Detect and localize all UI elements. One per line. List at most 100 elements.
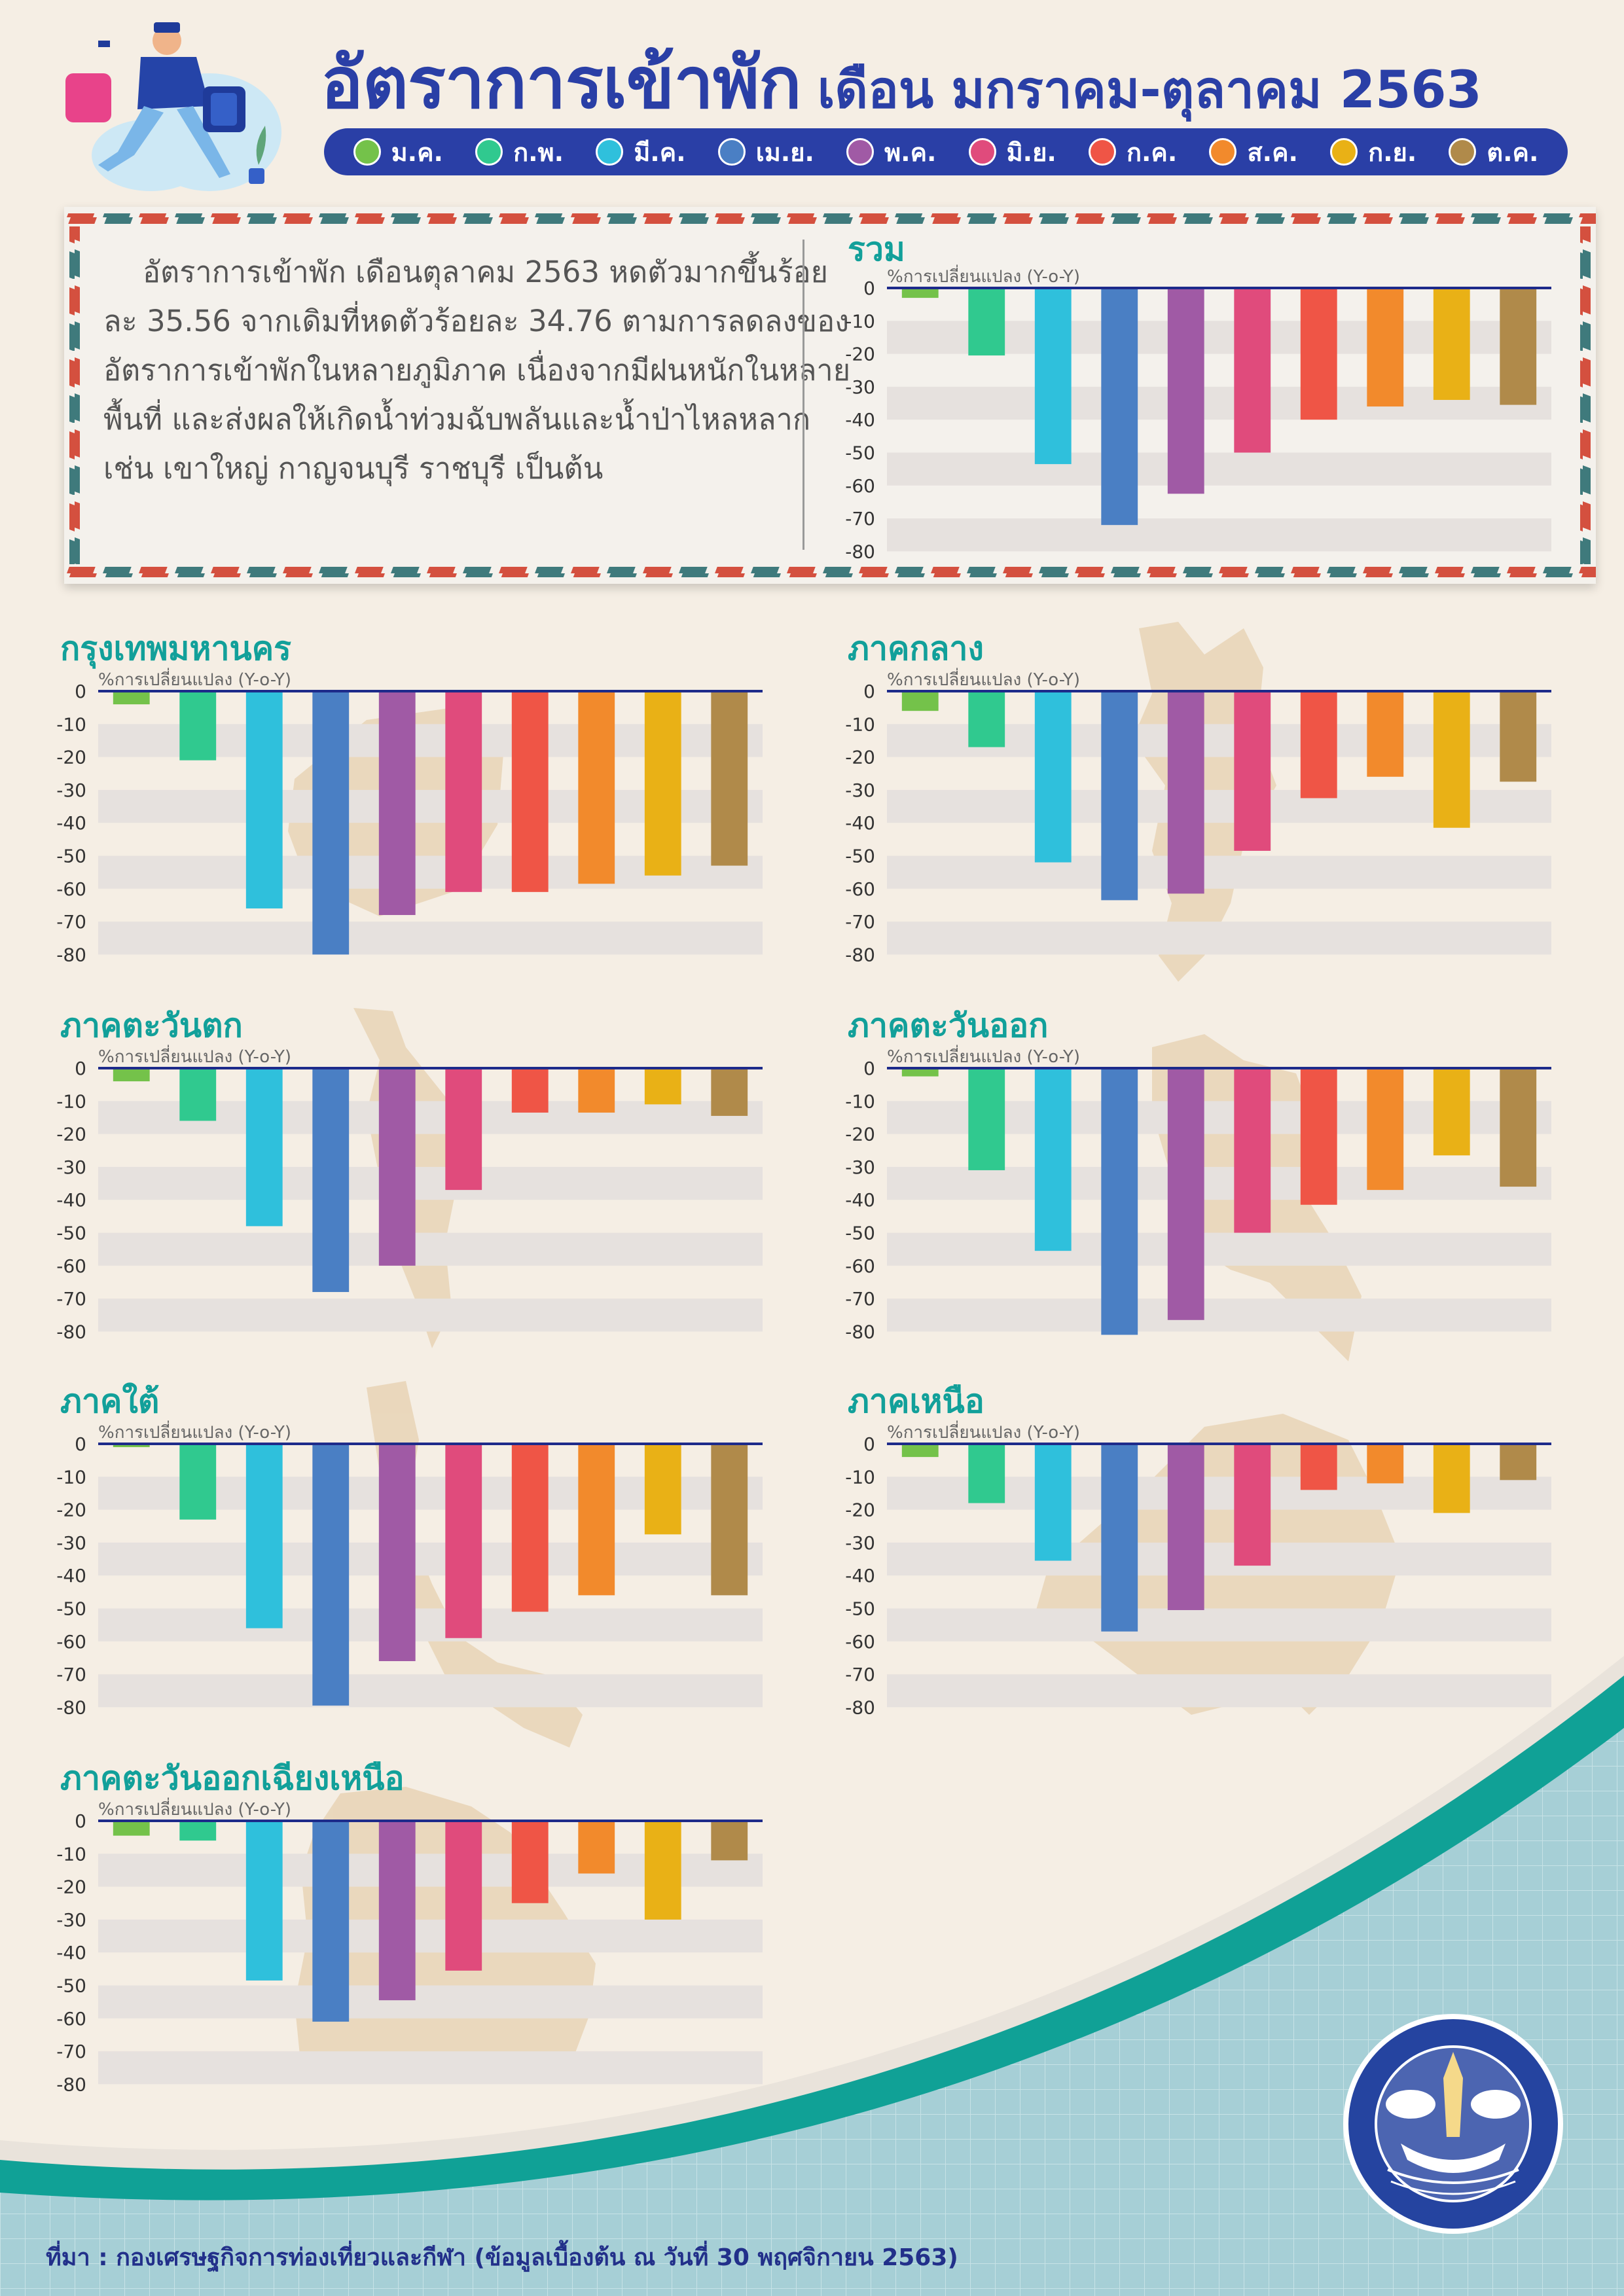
bar-east-0 <box>901 1068 939 1077</box>
grid-band <box>98 1542 763 1576</box>
y-tick-label: -20 <box>56 1499 86 1521</box>
bar-north-4 <box>1167 1444 1204 1611</box>
y-axis-label: %การเปลี่ยนแปลง (Y-o-Y) <box>98 1800 292 1820</box>
y-tick-label: -70 <box>56 1664 86 1685</box>
bar-chart-central: 0 -10 -20 -30 -40 -50 -60 -70 -80 <box>845 681 1551 965</box>
legend-item: มิ.ย. <box>968 132 1056 172</box>
bar-north-0 <box>901 1444 939 1458</box>
bar-northeast-5 <box>445 1821 482 1971</box>
y-tick-label: -10 <box>845 310 875 332</box>
bar-chart-northeast: 0 -10 -20 -30 -40 -50 -60 -70 -80 <box>56 1810 763 2095</box>
bar-west-3 <box>312 1068 350 1293</box>
y-tick-label: -20 <box>56 1876 86 1898</box>
legend-swatch <box>475 138 503 166</box>
legend-label: เม.ย. <box>755 137 814 167</box>
bar-bangkok-9 <box>711 691 748 866</box>
y-tick-label: -40 <box>845 1565 875 1587</box>
bar-chart-total: 0 -10 -20 -30 -40 -50 -60 -70 -80 <box>845 278 1551 562</box>
page-title: อัตราการเข้าพัก เดือน มกราคม-ตุลาคม 2563 <box>321 26 1482 139</box>
chart-title-bangkok: กรุงเทพมหานคร <box>60 630 292 668</box>
bar-bangkok-6 <box>511 691 549 892</box>
y-axis-label: %การเปลี่ยนแปลง (Y-o-Y) <box>98 1047 292 1067</box>
bar-east-4 <box>1167 1068 1204 1320</box>
bar-south-6 <box>511 1444 549 1612</box>
bar-bangkok-4 <box>378 691 416 916</box>
traveler-illustration <box>65 22 281 191</box>
y-tick-label: -60 <box>56 878 86 900</box>
bar-east-7 <box>1367 1068 1404 1191</box>
bar-central-4 <box>1167 691 1204 894</box>
envelope-divider <box>803 240 804 550</box>
grid-band <box>887 1608 1551 1641</box>
bar-south-2 <box>245 1444 283 1628</box>
y-tick-label: -60 <box>56 2008 86 2030</box>
grid-band <box>98 2051 763 2085</box>
bar-northeast-4 <box>378 1821 416 2001</box>
bar-east-1 <box>968 1068 1005 1170</box>
bar-north-2 <box>1034 1444 1072 1561</box>
grid-band <box>887 1232 1551 1266</box>
y-tick-label: -10 <box>845 1090 875 1112</box>
legend-item: ก.ย. <box>1330 132 1416 172</box>
grid-band <box>887 855 1551 889</box>
grid-band <box>887 1674 1551 1708</box>
bar-north-6 <box>1300 1444 1337 1490</box>
y-tick-label: 0 <box>863 1058 875 1079</box>
legend-label: ม.ค. <box>391 137 443 167</box>
y-tick-label: -60 <box>845 475 875 497</box>
y-tick-label: 0 <box>863 278 875 299</box>
y-tick-label: -60 <box>56 1631 86 1653</box>
grid-band <box>98 922 763 955</box>
y-tick-label: -60 <box>56 1255 86 1277</box>
y-tick-label: -50 <box>56 1223 86 1244</box>
y-tick-label: -50 <box>56 846 86 867</box>
y-tick-label: -80 <box>56 1321 86 1342</box>
bar-central-8 <box>1433 691 1470 828</box>
y-tick-label: -10 <box>56 1843 86 1865</box>
y-axis-label: %การเปลี่ยนแปลง (Y-o-Y) <box>887 1423 1081 1443</box>
grid-band <box>887 452 1551 486</box>
chart-title-north: ภาคเหนือ <box>848 1382 984 1420</box>
bar-south-4 <box>378 1444 416 1661</box>
legend-item: ก.ค. <box>1088 132 1177 172</box>
legend-item: ก.พ. <box>475 132 564 172</box>
y-tick-label: -30 <box>845 376 875 398</box>
legend-label: ส.ค. <box>1247 137 1298 167</box>
y-tick-label: -20 <box>56 1124 86 1145</box>
bar-north-3 <box>1101 1444 1138 1632</box>
bar-chart-east: 0 -10 -20 -30 -40 -50 -60 -70 -80 <box>845 1058 1551 1342</box>
y-tick-label: -50 <box>56 1598 86 1620</box>
y-tick-label: -80 <box>56 944 86 965</box>
y-tick-label: -70 <box>56 1288 86 1310</box>
bar-west-9 <box>711 1068 748 1116</box>
legend-label: พ.ค. <box>884 137 937 167</box>
bar-bangkok-1 <box>179 691 217 761</box>
y-tick-label: -30 <box>56 1532 86 1554</box>
y-tick-label: 0 <box>75 1058 86 1079</box>
bar-north-8 <box>1433 1444 1470 1513</box>
bar-bangkok-3 <box>312 691 350 955</box>
bar-central-0 <box>901 691 939 711</box>
bar-north-9 <box>1500 1444 1537 1480</box>
grid-band <box>98 1985 763 2018</box>
y-tick-label: -40 <box>56 1942 86 1964</box>
chart-title-total: รวม <box>848 230 905 268</box>
y-tick-label: 0 <box>75 1810 86 1832</box>
bar-total-2 <box>1034 288 1072 465</box>
bar-central-6 <box>1300 691 1337 798</box>
legend-swatch <box>1449 138 1477 166</box>
legend-swatch <box>1088 138 1116 166</box>
bar-east-5 <box>1234 1068 1271 1233</box>
y-tick-label: -50 <box>845 442 875 464</box>
y-tick-label: -10 <box>56 1466 86 1488</box>
chart-title-central: ภาคกลาง <box>848 630 984 668</box>
y-tick-label: 0 <box>863 681 875 702</box>
bar-west-2 <box>245 1068 283 1227</box>
bar-south-8 <box>644 1444 681 1535</box>
bar-total-7 <box>1367 288 1404 407</box>
bar-south-7 <box>578 1444 615 1596</box>
legend-item: เม.ย. <box>717 132 814 172</box>
legend-item: ม.ค. <box>353 132 443 172</box>
bar-west-8 <box>644 1068 681 1105</box>
